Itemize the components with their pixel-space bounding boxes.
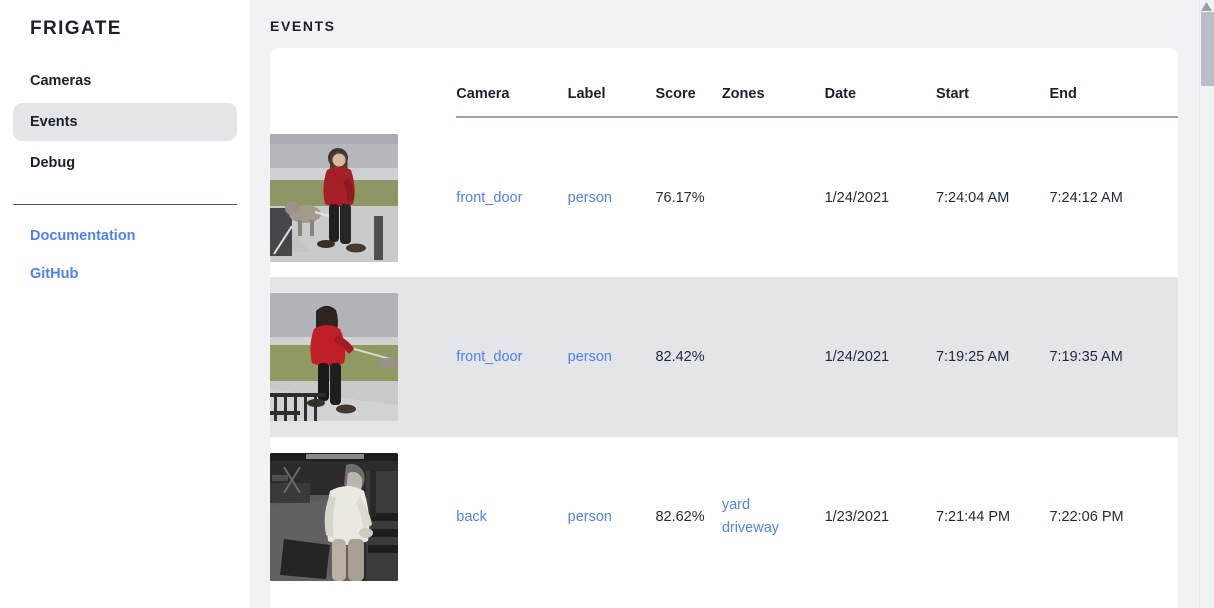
table-row[interactable]: front_door person 76.17% 1/24/2021 7:24:… (270, 117, 1178, 277)
events-table-header: Camera Label Score Zones Date Start End (270, 48, 1178, 118)
event-zones-cell (722, 117, 825, 277)
event-thumbnail-cell[interactable] (270, 117, 456, 277)
event-zones-cell (721, 277, 825, 437)
column-header-date[interactable]: Date (824, 48, 936, 118)
sidebar-item-debug[interactable]: Debug (30, 155, 76, 171)
event-label-link[interactable]: person (567, 349, 612, 365)
events-table: Camera Label Score Zones Date Start End (270, 48, 1178, 597)
event-start-cell: 7:19:25 AM (935, 277, 1050, 437)
scroll-up-arrow-icon[interactable] (1201, 2, 1212, 11)
column-header-zones[interactable]: Zones (721, 48, 825, 118)
table-row[interactable]: back person 82.62% yard driveway 1/ (270, 437, 1178, 597)
event-label-link[interactable]: person (567, 189, 612, 206)
column-header-label[interactable]: Label (567, 48, 656, 118)
page-title: EVENTS (270, 18, 336, 34)
event-date-cell: 1/24/2021 (824, 189, 890, 206)
sidebar-item-cameras[interactable]: Cameras (30, 73, 92, 89)
event-label-cell[interactable]: person (568, 117, 656, 277)
column-header-start[interactable]: Start (935, 48, 1050, 118)
event-zones-cell[interactable]: yard driveway (722, 437, 825, 597)
table-row[interactable]: front_door person 82.42% 1/24/2021 7:19:… (270, 277, 1178, 437)
vertical-scrollbar[interactable] (1199, 0, 1214, 608)
event-thumbnail-image[interactable] (270, 453, 398, 581)
event-score-cell: 82.42% (655, 277, 722, 437)
event-date-cell: 1/23/2021 (824, 509, 890, 525)
event-label-cell[interactable]: person (568, 437, 656, 597)
event-end-cell: 7:19:35 AM (1049, 277, 1178, 437)
event-camera-link[interactable]: front_door (456, 349, 523, 365)
events-table-body: front_door person 76.17% 1/24/2021 7:24:… (270, 117, 1178, 597)
sidebar-item-events[interactable]: Events (13, 103, 237, 141)
events-card: Camera Label Score Zones Date Start End (270, 48, 1178, 608)
column-header-end[interactable]: End (1049, 48, 1178, 118)
app-brand-title: FRIGATE (30, 18, 122, 39)
sidebar-divider (13, 204, 237, 205)
event-zone-link[interactable]: yard (721, 497, 751, 514)
column-header-score[interactable]: Score (655, 48, 722, 118)
sidebar-link-github[interactable]: GitHub (30, 266, 79, 282)
sidebar-nav: Cameras Events Debug Documentation GitHu… (13, 62, 237, 293)
table-header-row: Camera Label Score Zones Date Start End (270, 48, 1178, 118)
column-header-camera[interactable]: Camera (456, 48, 568, 118)
event-label-link[interactable]: person (567, 509, 612, 525)
sidebar: FRIGATE Cameras Events Debug Documentati… (0, 0, 250, 608)
event-thumbnail-image[interactable] (270, 133, 398, 262)
event-zones-list[interactable]: yard driveway (722, 494, 825, 540)
scrollbar-thumb[interactable] (1201, 12, 1214, 86)
event-thumbnail-image[interactable] (270, 293, 398, 421)
event-zone-link[interactable]: driveway (721, 520, 780, 536)
main-content: EVENTS Camera Label Score Zones Date Sta… (250, 0, 1214, 608)
event-end-cell: 7:24:12 AM (1049, 189, 1123, 206)
event-camera-cell[interactable]: front_door (456, 277, 568, 437)
sidebar-link-documentation[interactable]: Documentation (30, 228, 136, 244)
event-start-cell: 7:21:44 PM (935, 509, 1011, 525)
event-camera-link[interactable]: back (456, 509, 487, 525)
event-start-cell: 7:24:04 AM (935, 189, 1010, 206)
event-end-cell: 7:22:06 PM (1049, 509, 1124, 525)
event-camera-cell[interactable]: back (456, 437, 567, 597)
column-header-thumbnail[interactable] (270, 48, 456, 117)
event-thumbnail-cell[interactable] (270, 437, 456, 597)
event-camera-cell[interactable]: front_door (456, 117, 567, 277)
event-label-cell[interactable]: person (567, 277, 656, 437)
event-camera-link[interactable]: front_door (456, 189, 523, 206)
event-date-cell: 1/24/2021 (824, 277, 936, 437)
event-score-cell: 76.17% (655, 189, 705, 206)
event-thumbnail-cell[interactable] (270, 277, 457, 437)
event-score-cell: 82.62% (655, 509, 705, 525)
